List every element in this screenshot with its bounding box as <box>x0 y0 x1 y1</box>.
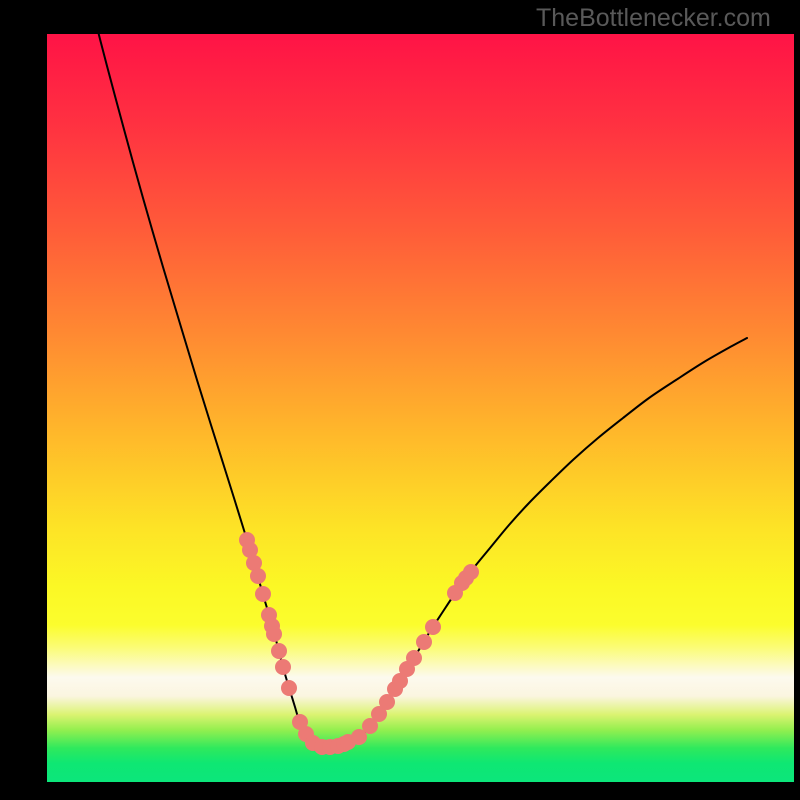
data-dot <box>275 659 291 675</box>
data-dot <box>255 586 271 602</box>
data-dot <box>271 643 287 659</box>
data-dot <box>425 619 441 635</box>
gradient-background <box>47 34 794 782</box>
outer-frame <box>0 0 800 800</box>
data-dot <box>266 626 282 642</box>
data-dot <box>463 564 479 580</box>
watermark-text: TheBottlenecker.com <box>536 4 771 33</box>
data-dot <box>281 680 297 696</box>
bottleneck-chart <box>47 34 794 782</box>
data-dot <box>406 650 422 666</box>
data-dot <box>250 568 266 584</box>
data-dot <box>416 634 432 650</box>
